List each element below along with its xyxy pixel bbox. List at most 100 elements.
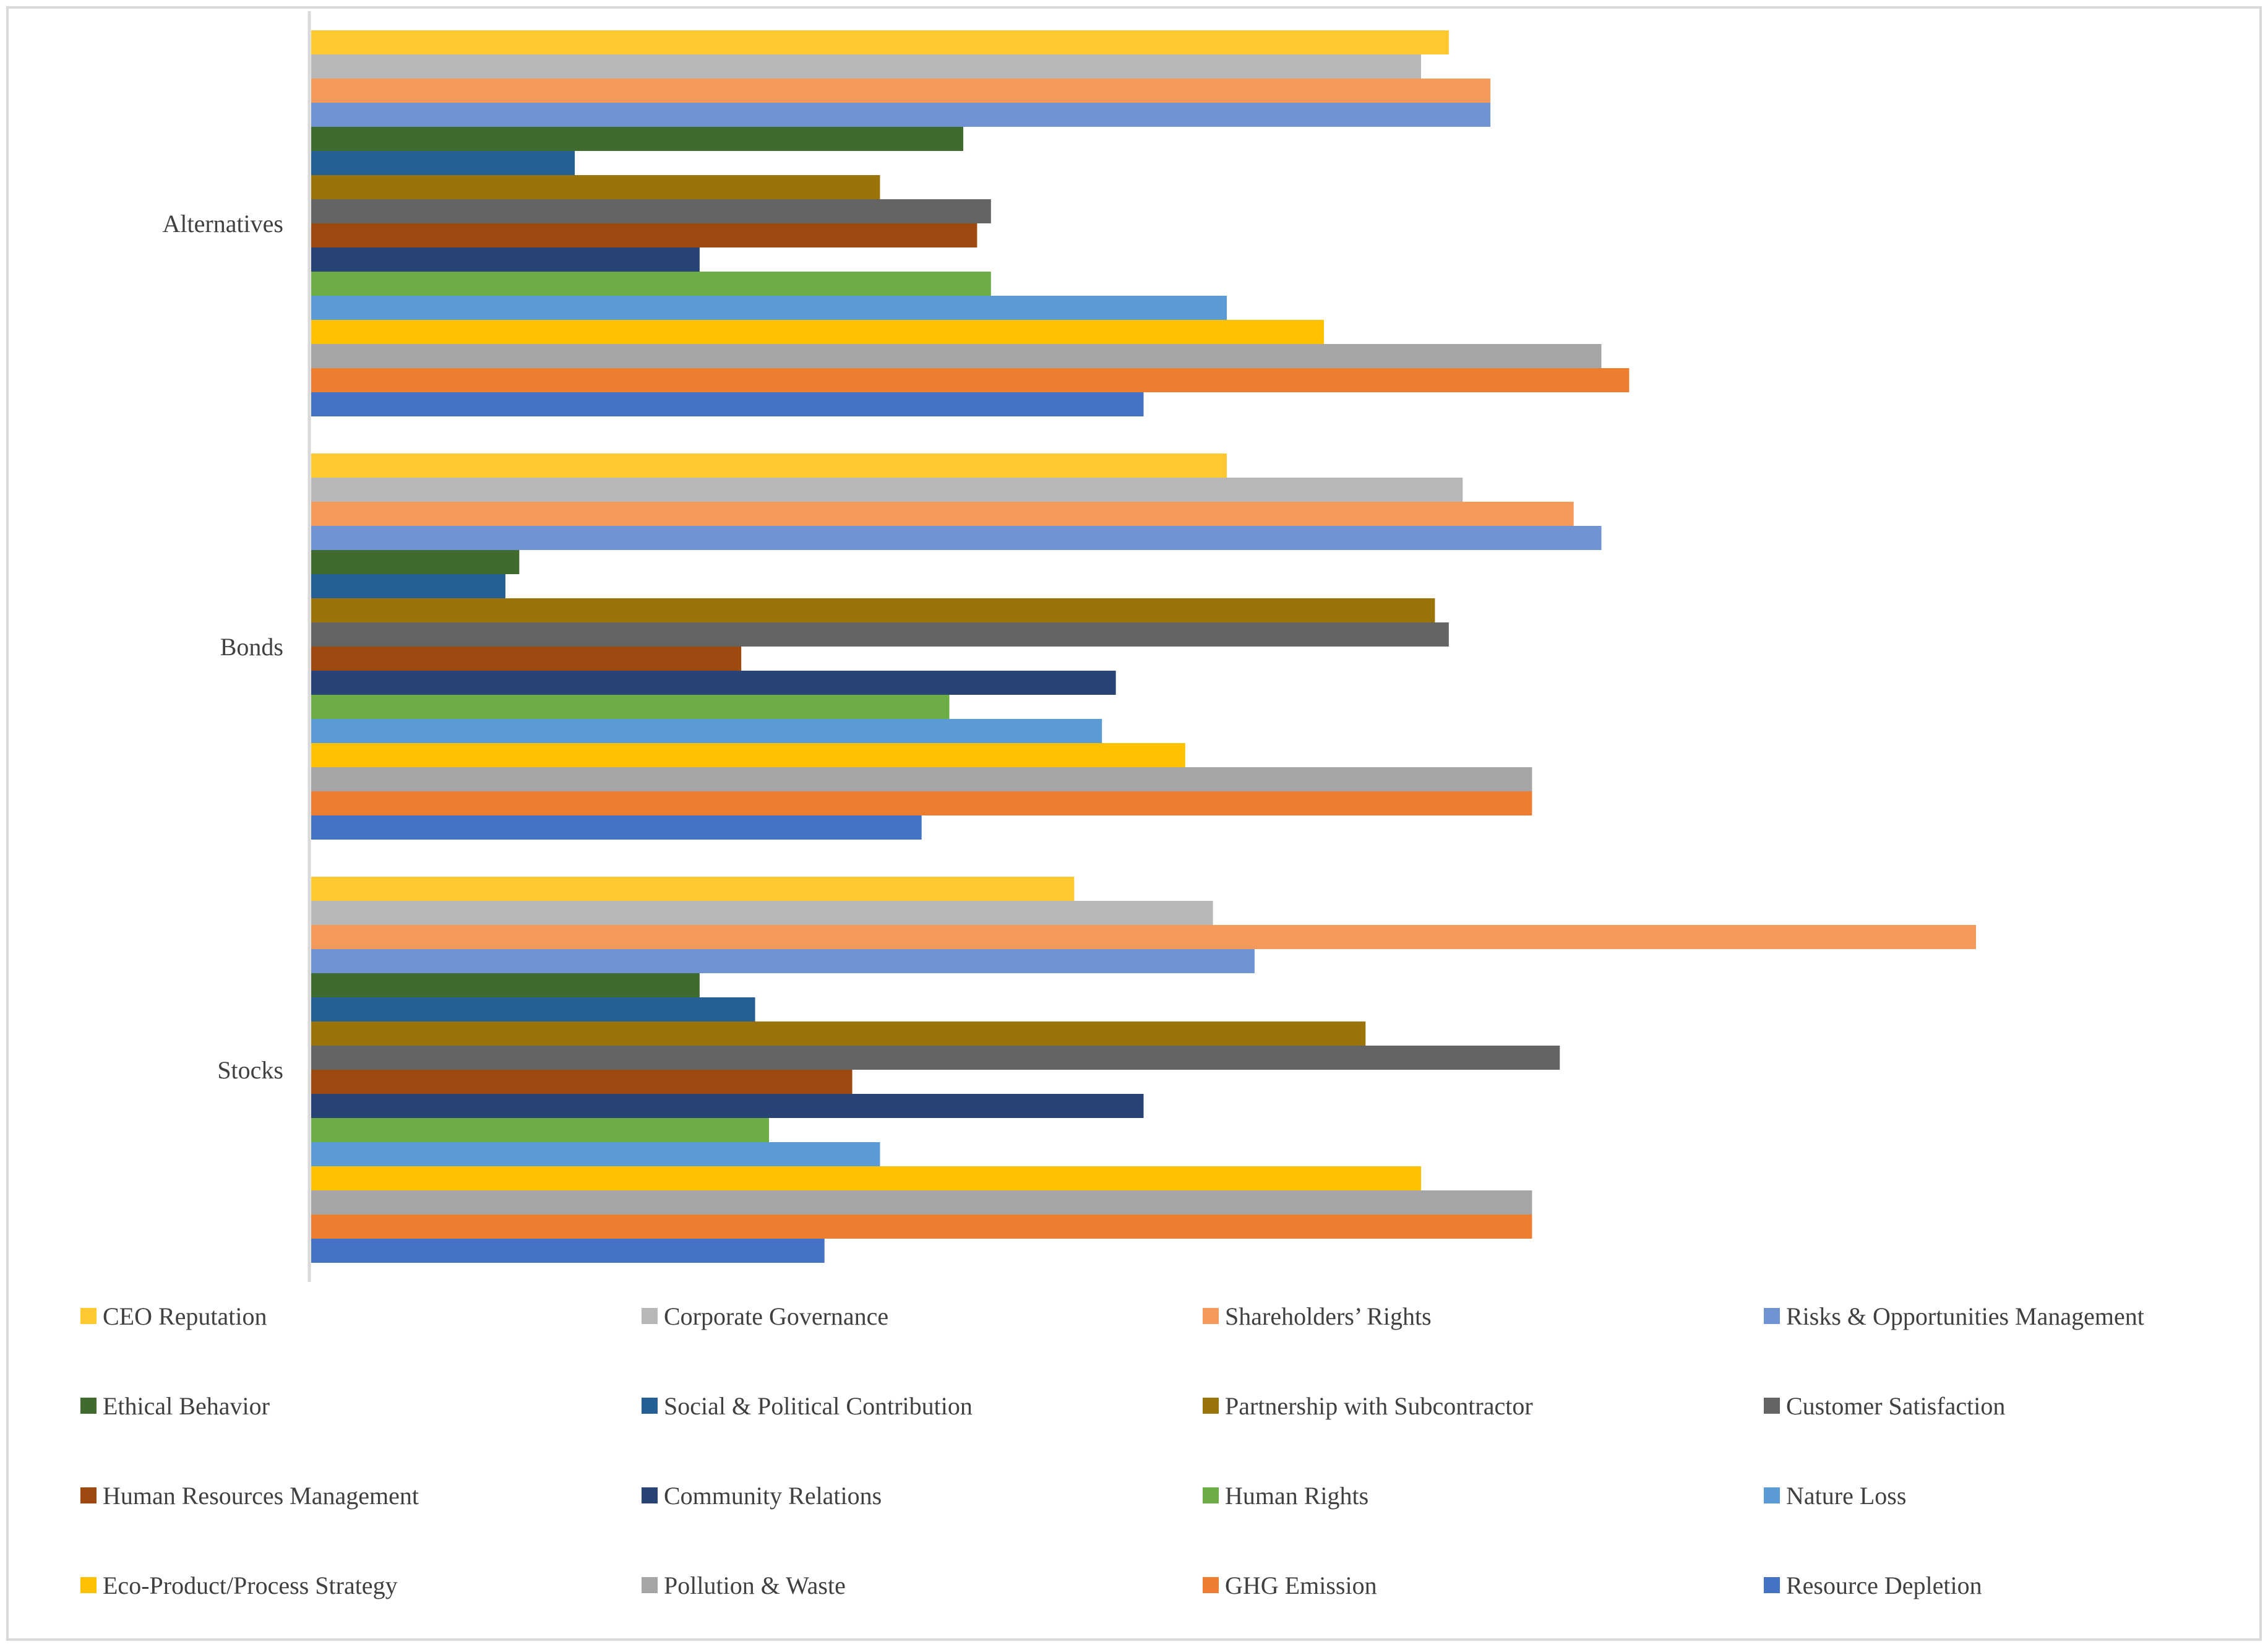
legend-swatch-community-relations: [642, 1487, 658, 1503]
bars-group: [311, 30, 1976, 1263]
legend-swatch-ceo-reputation: [80, 1308, 97, 1324]
legend-label-ethical-behavior: Ethical Behavior: [103, 1392, 270, 1420]
legend-label-resource-depletion: Resource Depletion: [1786, 1572, 1982, 1599]
category-label-bonds: Bonds: [220, 633, 283, 661]
category-label-alternatives: Alternatives: [163, 210, 284, 238]
bar-stocks-pollution-waste: [311, 1190, 1532, 1215]
legend-item-eco-product-process-strategy: Eco-Product/Process Strategy: [80, 1572, 398, 1599]
bar-stocks-customer-satisfaction: [311, 1046, 1560, 1070]
legend-item-community-relations: Community Relations: [642, 1482, 882, 1510]
legend-label-pollution-waste: Pollution & Waste: [664, 1572, 846, 1599]
legend-label-eco-product-process-strategy: Eco-Product/Process Strategy: [103, 1572, 398, 1599]
legend-swatch-risks-opportunities-management: [1764, 1308, 1780, 1324]
legend-label-nature-loss: Nature Loss: [1786, 1482, 1906, 1510]
bar-stocks-shareholders-rights: [311, 925, 1976, 949]
bar-bonds-shareholders-rights: [311, 502, 1574, 526]
legend-swatch-pollution-waste: [642, 1577, 658, 1593]
bar-bonds-ghg-emission: [311, 791, 1532, 815]
legend-item-ghg-emission: GHG Emission: [1203, 1572, 1377, 1599]
bar-alternatives-risks-opportunities-management: [311, 103, 1491, 127]
legend-item-partnership-with-subcontractor: Partnership with Subcontractor: [1203, 1392, 1533, 1420]
legend-label-social-political-contribution: Social & Political Contribution: [664, 1392, 973, 1420]
bar-stocks-ghg-emission: [311, 1215, 1532, 1239]
bar-bonds-pollution-waste: [311, 767, 1532, 791]
legend-item-resource-depletion: Resource Depletion: [1764, 1572, 1982, 1599]
bar-alternatives-eco-product-process-strategy: [311, 320, 1325, 344]
bar-alternatives-human-rights: [311, 272, 991, 296]
bar-bonds-ethical-behavior: [311, 550, 520, 574]
bar-bonds-ceo-reputation: [311, 454, 1227, 478]
bar-stocks-resource-depletion: [311, 1239, 825, 1263]
bar-bonds-eco-product-process-strategy: [311, 743, 1185, 767]
legend-label-human-resources-management: Human Resources Management: [103, 1482, 419, 1510]
legend-swatch-ethical-behavior: [80, 1398, 97, 1414]
legend-label-partnership-with-subcontractor: Partnership with Subcontractor: [1225, 1392, 1533, 1420]
bar-alternatives-ethical-behavior: [311, 127, 963, 151]
legend-swatch-human-resources-management: [80, 1487, 97, 1503]
legend-swatch-shareholders-rights: [1203, 1308, 1219, 1324]
bar-stocks-human-rights: [311, 1118, 770, 1142]
legend-item-ceo-reputation: CEO Reputation: [80, 1302, 267, 1330]
legend-item-human-rights: Human Rights: [1203, 1482, 1368, 1510]
legend-label-shareholders-rights: Shareholders’ Rights: [1225, 1302, 1432, 1330]
legend-label-customer-satisfaction: Customer Satisfaction: [1786, 1392, 2005, 1420]
bar-alternatives-customer-satisfaction: [311, 199, 991, 223]
legend-swatch-eco-product-process-strategy: [80, 1577, 97, 1593]
bar-alternatives-ghg-emission: [311, 368, 1630, 392]
legend-item-customer-satisfaction: Customer Satisfaction: [1764, 1392, 2005, 1420]
bar-stocks-risks-opportunities-management: [311, 949, 1255, 973]
bar-stocks-social-political-contribution: [311, 997, 755, 1021]
bar-bonds-social-political-contribution: [311, 574, 505, 598]
bar-alternatives-resource-depletion: [311, 392, 1144, 416]
bar-bonds-partnership-with-subcontractor: [311, 598, 1435, 622]
bar-alternatives-community-relations: [311, 247, 700, 272]
legend-item-nature-loss: Nature Loss: [1764, 1482, 1906, 1510]
bar-bonds-corporate-governance: [311, 478, 1463, 502]
bar-alternatives-corporate-governance: [311, 54, 1421, 79]
bar-alternatives-shareholders-rights: [311, 79, 1491, 103]
bar-stocks-nature-loss: [311, 1142, 880, 1166]
bar-alternatives-nature-loss: [311, 296, 1227, 320]
bar-stocks-eco-product-process-strategy: [311, 1166, 1421, 1190]
legend-swatch-resource-depletion: [1764, 1577, 1780, 1593]
legend-item-shareholders-rights: Shareholders’ Rights: [1203, 1302, 1432, 1330]
legend-label-human-rights: Human Rights: [1225, 1482, 1368, 1510]
legend-item-corporate-governance: Corporate Governance: [642, 1302, 888, 1330]
legend-label-ceo-reputation: CEO Reputation: [103, 1302, 267, 1330]
legend-item-ethical-behavior: Ethical Behavior: [80, 1392, 270, 1420]
bar-stocks-ethical-behavior: [311, 973, 700, 997]
legend-label-community-relations: Community Relations: [664, 1482, 882, 1510]
bar-bonds-resource-depletion: [311, 815, 922, 840]
bar-bonds-risks-opportunities-management: [311, 526, 1602, 550]
legend-swatch-corporate-governance: [642, 1308, 658, 1324]
legend-swatch-partnership-with-subcontractor: [1203, 1398, 1219, 1414]
legend-label-risks-opportunities-management: Risks & Opportunities Management: [1786, 1302, 2144, 1330]
legend-item-human-resources-management: Human Resources Management: [80, 1482, 419, 1510]
bar-bonds-nature-loss: [311, 719, 1102, 743]
bar-alternatives-partnership-with-subcontractor: [311, 175, 880, 199]
bar-stocks-partnership-with-subcontractor: [311, 1021, 1366, 1046]
legend-swatch-ghg-emission: [1203, 1577, 1219, 1593]
legend-swatch-social-political-contribution: [642, 1398, 658, 1414]
bar-alternatives-human-resources-management: [311, 223, 977, 247]
legend-label-corporate-governance: Corporate Governance: [664, 1302, 888, 1330]
bar-alternatives-pollution-waste: [311, 344, 1602, 368]
bar-stocks-community-relations: [311, 1094, 1144, 1118]
legend-label-ghg-emission: GHG Emission: [1225, 1572, 1377, 1599]
bar-stocks-human-resources-management: [311, 1070, 853, 1094]
legend-item-pollution-waste: Pollution & Waste: [642, 1572, 846, 1599]
bar-bonds-customer-satisfaction: [311, 622, 1449, 647]
legend-swatch-human-rights: [1203, 1487, 1219, 1503]
legend-swatch-customer-satisfaction: [1764, 1398, 1780, 1414]
bar-stocks-corporate-governance: [311, 901, 1213, 925]
bar-bonds-human-resources-management: [311, 647, 742, 671]
bar-alternatives-ceo-reputation: [311, 30, 1449, 54]
legend-item-social-political-contribution: Social & Political Contribution: [642, 1392, 973, 1420]
legend-swatch-nature-loss: [1764, 1487, 1780, 1503]
category-labels: Alternatives Bonds Stocks: [163, 210, 284, 1084]
bar-bonds-community-relations: [311, 671, 1116, 695]
category-label-stocks: Stocks: [217, 1056, 283, 1084]
legend: CEO Reputation Corporate Governance Shareh…: [80, 1302, 2144, 1599]
